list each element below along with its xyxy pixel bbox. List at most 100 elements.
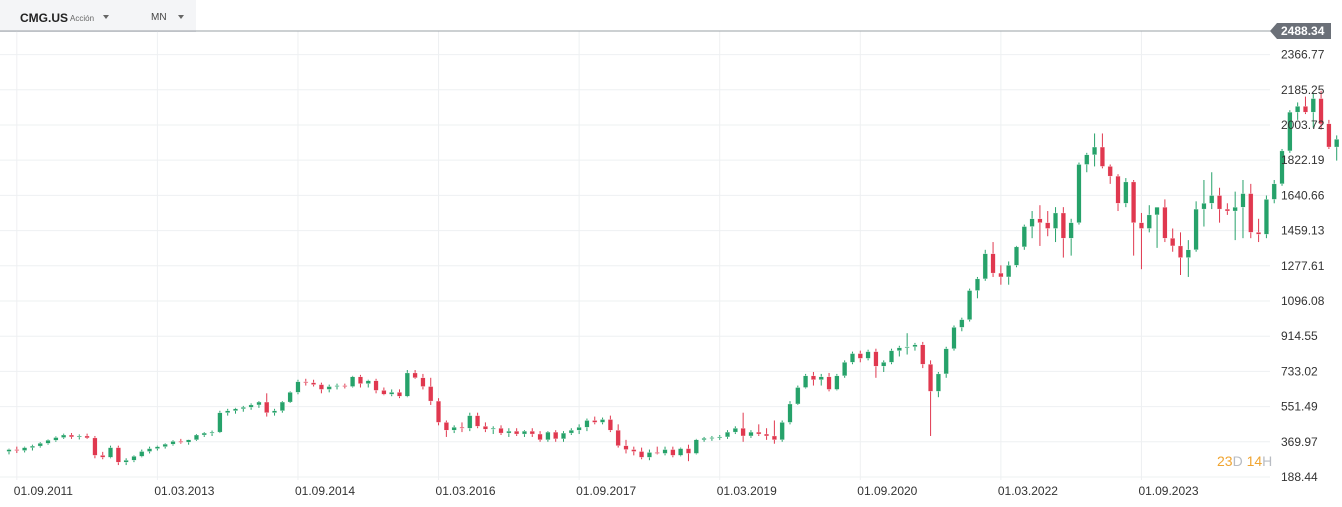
candle[interactable]	[553, 430, 559, 442]
candle[interactable]	[522, 430, 527, 437]
candle[interactable]	[1178, 232, 1183, 276]
candle[interactable]	[1201, 179, 1207, 227]
candle[interactable]	[576, 424, 582, 435]
candle[interactable]	[771, 420, 777, 444]
candle[interactable]	[76, 434, 82, 440]
candle[interactable]	[311, 379, 317, 387]
candle[interactable]	[1053, 207, 1058, 243]
candle[interactable]	[1060, 207, 1066, 258]
candle[interactable]	[1029, 211, 1035, 239]
candle[interactable]	[264, 393, 270, 417]
candle[interactable]	[45, 439, 51, 445]
candle[interactable]	[209, 430, 215, 436]
candle[interactable]	[990, 242, 996, 277]
candle[interactable]	[170, 440, 176, 446]
candle[interactable]	[943, 346, 949, 378]
candle[interactable]	[443, 420, 449, 437]
candle[interactable]	[639, 447, 645, 460]
candle[interactable]	[279, 401, 285, 413]
candle[interactable]	[490, 426, 496, 435]
candle[interactable]	[154, 445, 160, 451]
candle[interactable]	[1037, 205, 1043, 246]
candle[interactable]	[1068, 218, 1074, 256]
candle[interactable]	[725, 430, 730, 439]
candle[interactable]	[420, 373, 426, 390]
chevron-down-icon[interactable]	[103, 15, 109, 19]
candle[interactable]	[357, 374, 363, 388]
candle[interactable]	[1045, 211, 1051, 237]
candle[interactable]	[193, 434, 199, 441]
candle[interactable]	[1256, 218, 1262, 243]
candle[interactable]	[1217, 187, 1222, 223]
candle[interactable]	[881, 360, 887, 372]
candle[interactable]	[217, 410, 223, 434]
candle[interactable]	[334, 383, 340, 390]
candle[interactable]	[365, 379, 371, 388]
candle[interactable]	[803, 373, 809, 389]
candle[interactable]	[662, 446, 668, 456]
candle[interactable]	[1248, 183, 1254, 239]
candle[interactable]	[834, 373, 840, 391]
candle[interactable]	[451, 425, 457, 434]
candle[interactable]	[1154, 206, 1160, 248]
candle[interactable]	[717, 435, 723, 440]
candle[interactable]	[108, 445, 113, 459]
candle[interactable]	[295, 379, 301, 395]
candle[interactable]	[115, 445, 121, 466]
candle[interactable]	[623, 439, 629, 454]
candle[interactable]	[37, 442, 43, 448]
candle[interactable]	[1224, 203, 1230, 215]
candle[interactable]	[1014, 245, 1019, 268]
candle[interactable]	[100, 451, 106, 460]
candle[interactable]	[1170, 228, 1176, 252]
candle[interactable]	[600, 417, 606, 425]
candle[interactable]	[561, 431, 566, 442]
candle[interactable]	[810, 371, 816, 386]
timeframe-selector[interactable]: MN	[151, 12, 167, 23]
candle[interactable]	[318, 382, 324, 394]
candle[interactable]	[381, 387, 387, 396]
candle[interactable]	[225, 408, 231, 416]
candle[interactable]	[607, 415, 613, 433]
candle[interactable]	[857, 350, 863, 363]
candle[interactable]	[982, 249, 988, 281]
candle[interactable]	[69, 433, 74, 439]
candle[interactable]	[678, 447, 684, 457]
candle[interactable]	[709, 435, 715, 441]
candle[interactable]	[1006, 261, 1012, 285]
candle[interactable]	[1326, 119, 1332, 149]
candle[interactable]	[1084, 152, 1090, 173]
candle[interactable]	[670, 446, 676, 458]
candle[interactable]	[1232, 191, 1238, 241]
candle[interactable]	[29, 444, 35, 451]
candle[interactable]	[131, 455, 137, 463]
candle[interactable]	[537, 431, 543, 442]
candle[interactable]	[1310, 92, 1316, 128]
candle[interactable]	[631, 446, 637, 456]
candle[interactable]	[1107, 164, 1113, 184]
candle[interactable]	[6, 448, 12, 455]
candle[interactable]	[701, 436, 707, 442]
candle[interactable]	[873, 348, 879, 378]
candle[interactable]	[272, 408, 277, 416]
candle[interactable]	[428, 377, 434, 405]
candle[interactable]	[1021, 224, 1027, 250]
candle[interactable]	[475, 412, 481, 429]
candle[interactable]	[514, 428, 520, 436]
candle[interactable]	[436, 398, 441, 426]
candle[interactable]	[240, 405, 246, 412]
candle[interactable]	[123, 458, 129, 466]
candle[interactable]	[545, 431, 551, 442]
candle[interactable]	[287, 391, 293, 404]
candle[interactable]	[1303, 96, 1308, 115]
candle[interactable]	[412, 370, 418, 379]
candle[interactable]	[1334, 135, 1340, 161]
candle[interactable]	[248, 403, 254, 410]
candle[interactable]	[22, 446, 28, 453]
candle[interactable]	[303, 378, 309, 386]
candle[interactable]	[951, 325, 957, 351]
candle[interactable]	[162, 443, 168, 449]
candle[interactable]	[1076, 162, 1082, 225]
candle[interactable]	[1139, 212, 1144, 270]
